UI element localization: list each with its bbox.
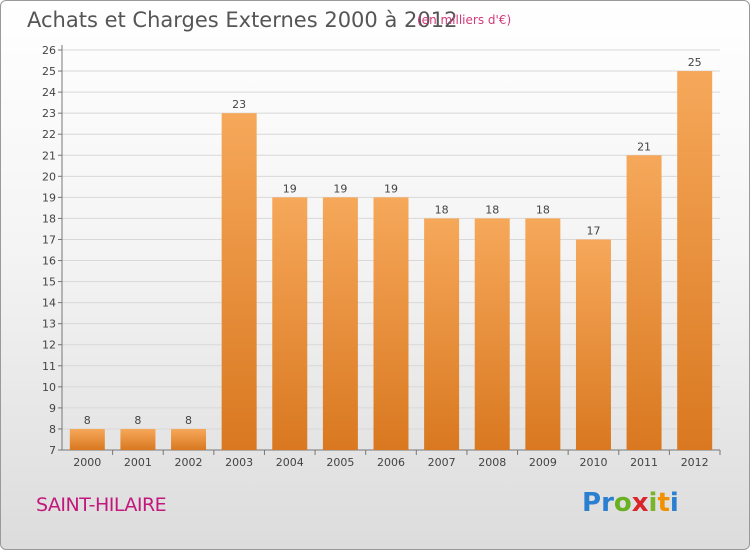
y-tick-label: 19 [42,191,56,204]
chart-title: Achats et Charges Externes 2000 à 2012 [27,8,458,32]
bar [272,197,308,450]
bar-value-label: 18 [435,203,449,216]
unit-note: (en milliers d'€) [417,13,512,27]
x-tick-label: 2000 [73,456,101,469]
y-tick-label: 26 [42,44,56,57]
bar-value-label: 18 [536,203,550,216]
logo-letter: t [657,488,670,518]
x-tick-label: 2002 [175,456,203,469]
x-tick-label: 2003 [225,456,253,469]
y-tick-label: 22 [42,128,56,141]
y-tick-label: 8 [49,423,56,436]
bar-value-label: 19 [283,182,297,195]
y-tick-label: 13 [42,318,56,331]
bar-value-label: 25 [688,56,702,69]
y-tick-label: 16 [42,255,56,268]
bar [626,155,662,450]
y-tick-label: 25 [42,65,56,78]
y-tick-label: 12 [42,339,56,352]
logo-letter: i [669,488,679,518]
x-tick-label: 2012 [681,456,709,469]
commune-name: SAINT-HILAIRE [36,494,167,516]
x-tick-label: 2011 [630,456,658,469]
y-tick-label: 14 [42,297,56,310]
bar [373,197,409,450]
y-tick-label: 24 [42,86,56,99]
x-tick-label: 2004 [276,456,304,469]
bar-value-label: 21 [637,140,651,153]
y-tick-label: 20 [42,170,56,183]
bar-value-label: 17 [586,224,600,237]
y-tick-label: 17 [42,233,56,246]
y-tick-label: 23 [42,107,56,120]
bar-value-label: 8 [84,414,91,427]
bar-value-label: 18 [485,203,499,216]
y-tick-label: 9 [49,402,56,415]
x-tick-label: 2008 [478,456,506,469]
proxiti-logo: Proxiti [582,488,679,518]
y-tick-label: 18 [42,212,56,225]
y-tick-label: 10 [42,381,56,394]
bar [677,71,713,450]
bar-value-label: 19 [333,182,347,195]
bar [575,239,611,450]
x-tick-label: 2010 [579,456,607,469]
bar-value-label: 19 [384,182,398,195]
logo-letter: r [601,488,614,518]
bar [474,218,510,450]
logo-letter: i [648,488,658,518]
logo-letter: P [582,488,602,518]
logo-letter: x [631,488,649,518]
bar [221,113,257,450]
bar-value-label: 8 [185,414,192,427]
y-tick-label: 11 [42,360,56,373]
y-tick-label: 7 [49,444,56,457]
bar [171,428,207,450]
x-tick-label: 2007 [428,456,456,469]
y-tick-label: 21 [42,149,56,162]
bar-value-label: 23 [232,98,246,111]
logo-letter: o [613,488,632,518]
x-tick-label: 2009 [529,456,557,469]
bar [69,428,105,450]
x-tick-label: 2006 [377,456,405,469]
x-tick-label: 2005 [326,456,354,469]
bar [322,197,358,450]
bar [120,428,156,450]
bar-value-label: 8 [134,414,141,427]
y-tick-label: 15 [42,276,56,289]
bar [525,218,561,450]
x-tick-label: 2001 [124,456,152,469]
bar [424,218,460,450]
